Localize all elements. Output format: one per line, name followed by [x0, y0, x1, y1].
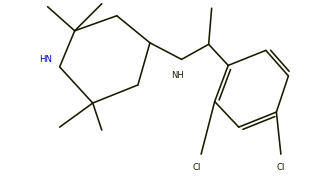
- Text: NH: NH: [171, 71, 183, 80]
- Text: Cl: Cl: [277, 163, 285, 172]
- Text: Cl: Cl: [192, 163, 201, 172]
- Text: HN: HN: [40, 55, 52, 64]
